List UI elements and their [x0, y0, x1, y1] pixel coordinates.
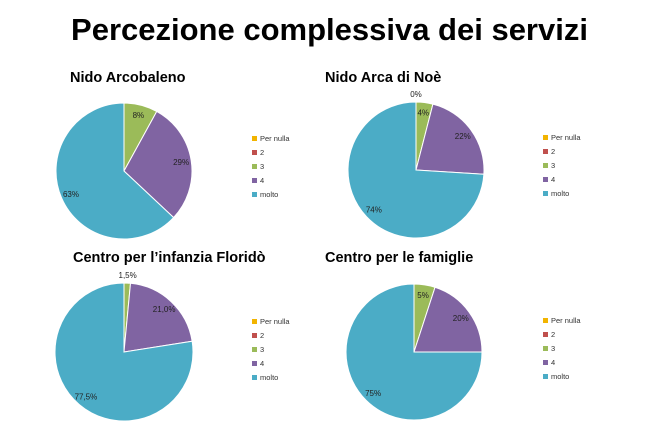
legend-label: molto: [260, 373, 278, 382]
data-label: 29%: [173, 158, 189, 167]
legend-label: 3: [260, 345, 264, 354]
data-label: 75%: [365, 389, 381, 398]
legend-label: 4: [551, 175, 555, 184]
pie-slice-molto: [345, 283, 483, 421]
legend-swatch: [543, 360, 548, 365]
chart-title-nido-arca-di-noe: Nido Arca di Noè: [325, 70, 442, 86]
legend-swatch: [252, 150, 257, 155]
legend-swatch: [543, 191, 548, 196]
legend-label: 2: [260, 331, 264, 340]
data-label: 77,5%: [75, 393, 98, 402]
legend-swatch: [252, 178, 257, 183]
data-label: 22%: [455, 132, 471, 141]
pie-slice-4: [413, 286, 483, 353]
data-label: 0%: [410, 90, 422, 99]
chart-title-centro-floridò: Centro per l’infanzia Floridò: [73, 250, 266, 266]
legend-swatch: [543, 318, 548, 323]
legend-swatch: [543, 135, 548, 140]
legend-swatch: [252, 333, 257, 338]
pie-slice-molto: [55, 102, 175, 240]
pie-slice-4: [123, 282, 193, 353]
legend-label: 2: [551, 330, 555, 339]
legend-label: Per nulla: [260, 134, 290, 143]
legend-label: 3: [551, 344, 555, 353]
legend-swatch: [543, 177, 548, 182]
legend-label: 3: [260, 162, 264, 171]
pie-slice-4: [123, 110, 193, 219]
legend-label: Per nulla: [551, 316, 581, 325]
pie-slice-4: [415, 103, 485, 175]
legend-label: molto: [551, 189, 569, 198]
data-label: 8%: [133, 111, 145, 120]
legend-label: molto: [551, 372, 569, 381]
legend-swatch: [252, 375, 257, 380]
legend-label: 4: [260, 176, 264, 185]
legend-swatch: [252, 361, 257, 366]
legend-label: 2: [551, 147, 555, 156]
legend-swatch: [252, 136, 257, 141]
legend-swatch: [252, 192, 257, 197]
chart-title-centro-famiglie: Centro per le famiglie: [325, 250, 474, 266]
data-label: 74%: [366, 206, 382, 215]
legend-swatch: [543, 374, 548, 379]
legend-swatch: [543, 163, 548, 168]
chart-title-nido-arcobaleno: Nido Arcobaleno: [70, 70, 186, 86]
legend-label: Per nulla: [551, 133, 581, 142]
legend-swatch: [543, 149, 548, 154]
legend-label: 2: [260, 148, 264, 157]
legend-label: 3: [551, 161, 555, 170]
legend-swatch: [252, 319, 257, 324]
legend-swatch: [543, 332, 548, 337]
page-title: Percezione complessiva dei servizi: [71, 12, 588, 47]
legend-swatch: [252, 164, 257, 169]
data-label: 1,5%: [119, 271, 137, 280]
legend-label: molto: [260, 190, 278, 199]
legend-swatch: [543, 346, 548, 351]
data-label: 5%: [417, 291, 429, 300]
legend-label: 4: [260, 359, 264, 368]
pie-slice-molto: [54, 282, 194, 422]
data-label: 21,0%: [153, 305, 176, 314]
data-label: 20%: [453, 314, 469, 323]
pie-slice-molto: [347, 101, 485, 239]
legend-label: Per nulla: [260, 317, 290, 326]
data-label: 4%: [417, 109, 429, 118]
data-label: 63%: [63, 190, 79, 199]
legend-label: 4: [551, 358, 555, 367]
legend-swatch: [252, 347, 257, 352]
